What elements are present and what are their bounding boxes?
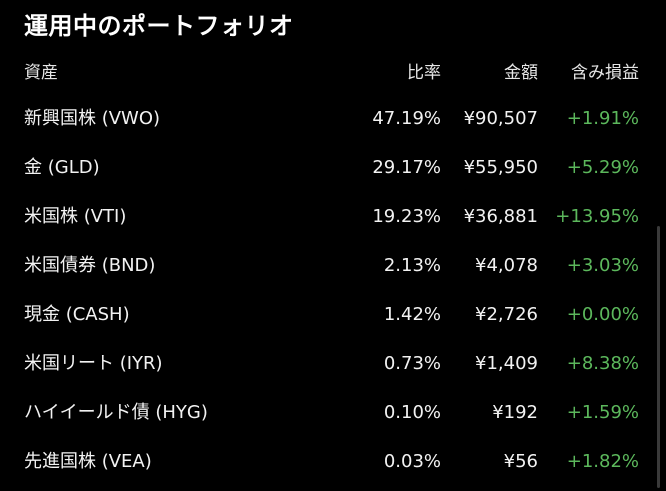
header-amount: 金額 (504, 63, 538, 83)
page-title: 運用中のポートフォリオ (24, 12, 294, 40)
asset-amount: ¥90,507 (463, 108, 538, 129)
asset-amount: ¥192 (492, 402, 538, 423)
asset-name: 米国債券 (BND) (24, 255, 156, 276)
header-asset: 資産 (24, 63, 58, 83)
asset-amount: ¥55,950 (463, 157, 538, 178)
asset-amount: ¥2,726 (475, 304, 538, 325)
asset-gain: +5.29% (566, 157, 639, 178)
table-row[interactable]: 新興国株 (VWO) 47.19% ¥90,507 +1.91% (0, 102, 666, 136)
asset-ratio: 0.03% (383, 451, 441, 472)
asset-amount: ¥4,078 (475, 255, 538, 276)
table-row[interactable]: ハイイールド債 (HYG) 0.10% ¥192 +1.59% (0, 396, 666, 430)
header-ratio: 比率 (407, 63, 441, 83)
table-row[interactable]: 先進国株 (VEA) 0.03% ¥56 +1.82% (0, 445, 666, 479)
asset-name: ハイイールド債 (HYG) (24, 402, 208, 423)
table-row[interactable]: 米国債券 (BND) 2.13% ¥4,078 +3.03% (0, 249, 666, 283)
table-row[interactable]: 現金 (CASH) 1.42% ¥2,726 +0.00% (0, 298, 666, 332)
asset-ratio: 0.10% (383, 402, 441, 423)
asset-ratio: 0.73% (383, 353, 441, 374)
table-header: 資産 比率 金額 含み損益 (0, 56, 666, 90)
asset-amount: ¥56 (503, 451, 538, 472)
asset-gain: +8.38% (566, 353, 639, 374)
header-gain: 含み損益 (571, 63, 639, 83)
vertical-scrollbar[interactable] (657, 226, 660, 488)
asset-gain: +1.82% (566, 451, 639, 472)
table-row[interactable]: 金 (GLD) 29.17% ¥55,950 +5.29% (0, 151, 666, 185)
asset-ratio: 2.13% (383, 255, 441, 276)
asset-ratio: 1.42% (383, 304, 441, 325)
table-row[interactable]: 米国リート (IYR) 0.73% ¥1,409 +8.38% (0, 347, 666, 381)
asset-amount: ¥1,409 (475, 353, 538, 374)
asset-name: 新興国株 (VWO) (24, 108, 161, 129)
asset-ratio: 29.17% (372, 157, 441, 178)
asset-gain: +1.91% (566, 108, 639, 129)
asset-gain: +0.00% (566, 304, 639, 325)
asset-name: 米国リート (IYR) (24, 353, 163, 374)
asset-gain: +1.59% (566, 402, 639, 423)
asset-ratio: 19.23% (372, 206, 441, 227)
asset-ratio: 47.19% (372, 108, 441, 129)
table-row[interactable]: 米国株 (VTI) 19.23% ¥36,881 +13.95% (0, 200, 666, 234)
asset-name: 米国株 (VTI) (24, 206, 127, 227)
asset-gain: +13.95% (555, 206, 639, 227)
asset-name: 金 (GLD) (24, 157, 100, 178)
asset-amount: ¥36,881 (463, 206, 538, 227)
asset-name: 先進国株 (VEA) (24, 451, 152, 472)
asset-gain: +3.03% (566, 255, 639, 276)
asset-name: 現金 (CASH) (24, 304, 130, 325)
